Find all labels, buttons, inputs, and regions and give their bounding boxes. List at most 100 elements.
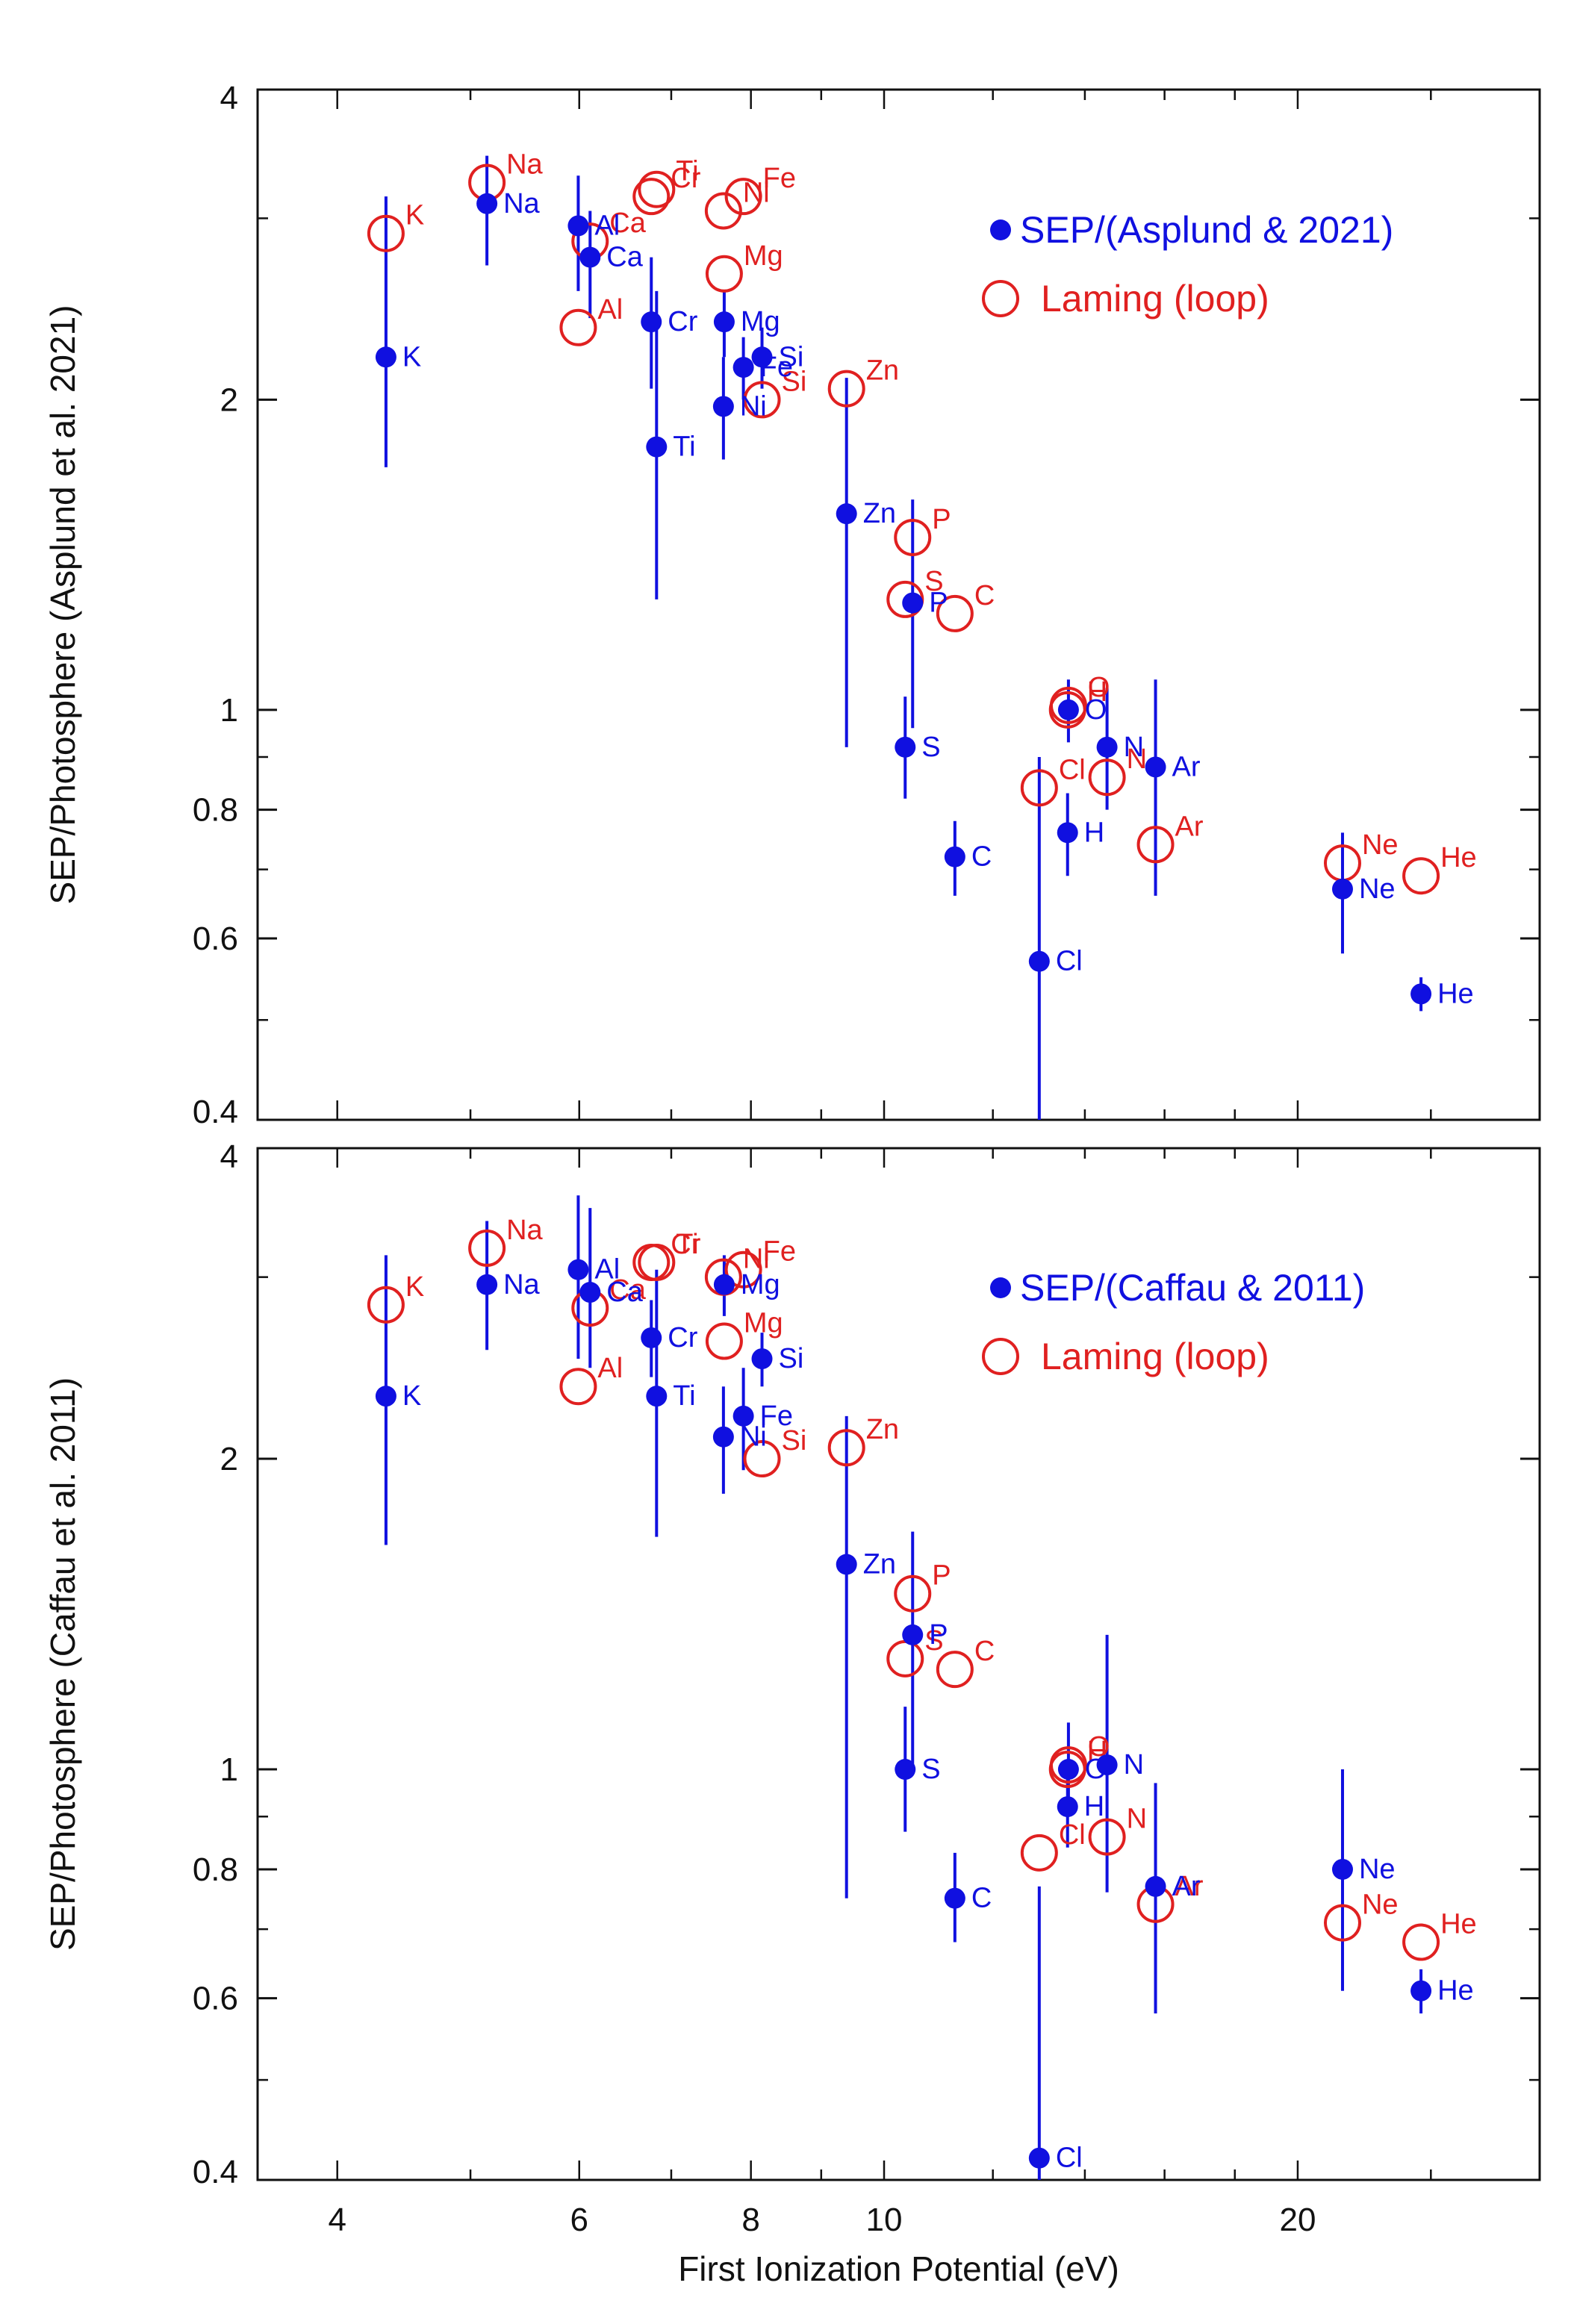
sep-label-He: He: [1437, 978, 1474, 1009]
laming-point-Al: [559, 1368, 597, 1406]
sep-label-K: K: [402, 341, 421, 373]
sep-label-Ca: Ca: [606, 1277, 643, 1308]
laming-label-Fe: Fe: [763, 163, 796, 194]
y-tick-label: 4: [220, 1138, 238, 1175]
y-tick-label: 1: [220, 1751, 238, 1788]
y-tick-label: 2: [220, 1441, 238, 1477]
sep-point-Na: [476, 193, 498, 214]
y-tick-label: 0.8: [193, 1851, 238, 1888]
top-panel: 0.4 0.6 0.8 1 2 4 SEP/Photosphere (Asplund et …: [43, 80, 1541, 1130]
sep-label-Zn: Zn: [863, 498, 896, 529]
legend-laming-marker: [982, 1338, 1019, 1375]
legend-laming-marker: [982, 280, 1019, 317]
x-tick-label: 10: [866, 2202, 903, 2238]
laming-point-C: [936, 594, 974, 632]
sep-label-S: S: [921, 1754, 940, 1785]
sep-label-K: K: [402, 1380, 421, 1412]
sep-label-Ni: Ni: [740, 1421, 767, 1453]
laming-point-K: [367, 1286, 405, 1324]
laming-label-Na: Na: [506, 149, 543, 180]
sep-label-Ca: Ca: [606, 242, 643, 273]
laming-label-Fe: Fe: [763, 1236, 796, 1268]
laming-point-He: [1402, 1923, 1440, 1961]
sep-point-Ni: [712, 396, 734, 417]
sep-point-Fe: [732, 357, 754, 378]
laming-point-C: [936, 1651, 974, 1689]
sep-label-C: C: [971, 841, 992, 873]
sep-point-P: [902, 592, 924, 614]
sep-point-Na: [476, 1274, 498, 1295]
laming-point-P: [894, 1574, 932, 1613]
plot-frame: [256, 1147, 1541, 2181]
legend-sep-marker: [990, 1277, 1011, 1298]
sep-label-Cr: Cr: [668, 1322, 697, 1353]
laming-point-Zn: [827, 1429, 865, 1467]
laming-point-Ne: [1323, 1904, 1361, 1942]
sep-label-Mg: Mg: [741, 306, 780, 337]
laming-label-Al: Al: [597, 1353, 623, 1384]
sep-label-P: P: [929, 588, 948, 619]
laming-point-Cl: [1020, 1834, 1058, 1872]
laming-point-N: [1088, 1818, 1126, 1856]
laming-label-Mg: Mg: [744, 240, 783, 272]
sep-label-Ni: Ni: [740, 390, 767, 422]
x-tick-label: 8: [741, 2202, 759, 2238]
sep-point-Al: [567, 1259, 589, 1280]
sep-point-C: [944, 1887, 965, 1909]
x-tick-label: 4: [328, 2202, 346, 2238]
laming-label-Ne: Ne: [1362, 829, 1399, 861]
sep-point-H: [1057, 1796, 1078, 1818]
sep-label-Cl: Cl: [1056, 946, 1083, 977]
laming-label-P: P: [932, 1560, 951, 1592]
laming-label-Zn: Zn: [866, 1414, 899, 1445]
sep-label-Ne: Ne: [1359, 873, 1396, 905]
sep-point-He: [1410, 983, 1432, 1005]
sep-point-Zn: [836, 1554, 857, 1575]
laming-label-Cr: Cr: [671, 163, 700, 194]
sep-point-Ne: [1331, 878, 1353, 900]
laming-point-O: [1049, 686, 1087, 724]
y-tick-label: 0.4: [193, 1094, 238, 1130]
sep-point-O: [1057, 1759, 1079, 1781]
legend: SEP/(Caffau & 2011) Laming (loop): [982, 1267, 1365, 1377]
sep-label-Ar: Ar: [1172, 751, 1201, 782]
sep-point-O: [1057, 699, 1079, 720]
sep-point-Ni: [712, 1426, 734, 1448]
sep-point-Zn: [836, 503, 857, 525]
laming-label-O: O: [1088, 672, 1110, 703]
sep-point-Si: [751, 1348, 773, 1370]
sep-point-Ne: [1331, 1858, 1353, 1880]
laming-label-Na: Na: [506, 1215, 543, 1246]
laming-label-Si: Si: [782, 1425, 807, 1457]
sep-label-C: C: [971, 1883, 992, 1914]
laming-label-K: K: [405, 200, 424, 231]
laming-label-N: N: [1127, 1804, 1147, 1835]
laming-point-He: [1402, 857, 1440, 895]
laming-point-Ti: [638, 1243, 676, 1281]
y-axis-title: SEP/Photosphere (Asplund et al. 2021): [43, 305, 82, 905]
laming-point-Ar: [1136, 826, 1175, 864]
laming-label-Ca: Ca: [609, 1274, 646, 1306]
laming-point-Fe: [724, 1250, 762, 1289]
sep-point-Ti: [646, 1386, 668, 1407]
laming-label-He: He: [1440, 1909, 1477, 1940]
laming-label-S: S: [924, 566, 943, 597]
laming-point-Si: [743, 381, 781, 419]
sep-label-H: H: [1084, 1791, 1104, 1822]
laming-label-N: N: [1127, 744, 1147, 775]
laming-label-Si: Si: [782, 366, 807, 397]
sep-label-Ar: Ar: [1172, 1871, 1201, 1902]
laming-label-Cl: Cl: [1059, 1819, 1086, 1851]
y-tick-label: 0.4: [193, 2154, 238, 2190]
sep-point-He: [1410, 1980, 1432, 2001]
sep-point-Al: [567, 215, 589, 237]
laming-label-Ti: Ti: [676, 156, 698, 187]
laming-point-K: [367, 214, 405, 252]
sep-point-Ar: [1145, 1875, 1166, 1897]
x-tick-label: 20: [1279, 2202, 1316, 2238]
y-axis-title: SEP/Photosphere (Caffau et al. 2011): [43, 1377, 82, 1951]
sep-point-Mg: [713, 311, 735, 333]
laming-point-P: [894, 518, 932, 556]
sep-label-Ti: Ti: [673, 1380, 695, 1412]
sep-point-K: [375, 1386, 396, 1407]
